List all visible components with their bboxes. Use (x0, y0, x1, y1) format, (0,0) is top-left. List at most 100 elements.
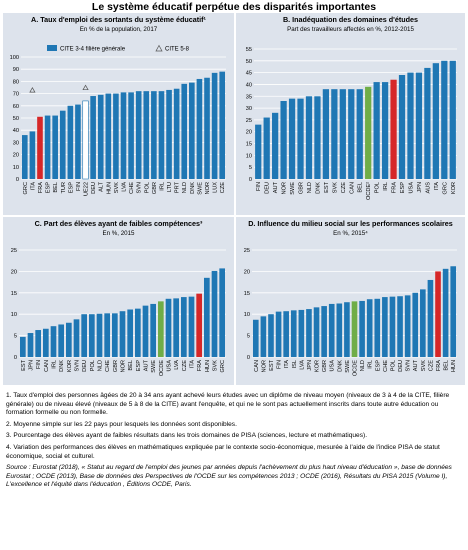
y-tick-label: 0 (249, 177, 252, 183)
chart-title: B. Inadéquation des domaines d'études (283, 15, 418, 24)
x-tick-label: PRT (175, 181, 181, 193)
x-tick-label: DNK (315, 182, 321, 194)
x-tick-label: HUN (451, 360, 457, 372)
x-tick-label: NLD (182, 182, 188, 193)
bar (119, 311, 126, 357)
x-tick-label: SVK (332, 182, 338, 193)
bar (59, 110, 66, 179)
x-tick-label: NOR (205, 182, 211, 194)
x-tick-label: SWE (290, 182, 296, 195)
x-tick-label: FIN (76, 182, 82, 191)
bar (42, 328, 49, 357)
bar (90, 96, 96, 179)
y-tick-label: 30 (13, 140, 19, 146)
x-tick-label: NLD (98, 360, 104, 371)
x-tick-label: SVK (213, 360, 219, 371)
x-tick-label: DEU (82, 360, 88, 372)
bar (427, 279, 434, 357)
bar (150, 303, 157, 357)
x-tick-label: NOR (282, 182, 288, 194)
x-tick-label: CAN (349, 182, 355, 194)
x-tick-label: ITA (434, 182, 440, 191)
x-tick-label: GRC (220, 360, 226, 372)
x-tick-label: GBR (299, 182, 305, 194)
bar (424, 67, 431, 179)
x-tick-label: GRC (442, 182, 448, 194)
y-tick-label: 45 (246, 71, 252, 77)
y-tick-label: 20 (11, 269, 17, 275)
x-tick-label: TUR (61, 182, 67, 194)
x-tick-label: OCDE (159, 360, 165, 376)
x-tick-label: ESP (375, 360, 381, 371)
bar (283, 311, 289, 357)
y-tick-label: 40 (246, 82, 252, 88)
bar (313, 307, 320, 357)
bar (27, 333, 34, 357)
bar (381, 82, 389, 179)
y-tick-label: 5 (249, 165, 252, 171)
x-tick-label: ESP (46, 182, 52, 193)
y-tick-label: 20 (244, 269, 250, 275)
x-tick-label: ALT (99, 181, 105, 191)
bar (359, 300, 365, 357)
cite58-marker (29, 87, 36, 93)
bar (390, 79, 397, 179)
chart-subtitle: En % de la population, 2017 (80, 26, 158, 33)
y-tick-label: 60 (13, 104, 19, 110)
bar (88, 314, 95, 357)
x-tick-label: FIN (277, 360, 283, 369)
bar (328, 303, 335, 357)
x-tick-label: NOR (261, 360, 267, 372)
footnotes: 1. Taux d'emploi des personnes âgées de … (6, 392, 464, 493)
x-tick-label: LVA (174, 360, 180, 370)
bar (348, 89, 355, 179)
x-tick-label: AUT (273, 181, 279, 193)
x-tick-label: EST (269, 359, 275, 370)
x-tick-label: FIN (36, 360, 42, 369)
y-tick-label: 5 (14, 334, 17, 340)
bar (188, 296, 195, 357)
bar (196, 78, 203, 179)
x-tick-label: UE22 (84, 182, 90, 196)
bar (255, 124, 262, 179)
bar (105, 93, 112, 179)
y-tick-label: 20 (13, 153, 19, 159)
x-tick-label: BEL (444, 360, 450, 371)
x-tick-label: POL (90, 360, 96, 371)
chart-subtitle: Part des travailleurs affectés en %, 201… (287, 26, 414, 33)
chart-c: C. Part des élèves ayant de faibles comp… (11, 219, 226, 376)
bar (21, 135, 28, 179)
bar (288, 98, 296, 179)
bar (173, 298, 180, 357)
bar (82, 100, 89, 180)
x-tick-label: GBR (322, 360, 328, 372)
bar (366, 299, 373, 357)
x-tick-label: CHE (105, 360, 111, 372)
x-tick-label: OCDE (353, 360, 359, 376)
y-tick-label: 30 (246, 106, 252, 112)
bar (432, 63, 439, 179)
x-tick-label: ITA (284, 360, 290, 369)
x-tick-label: CZE (341, 182, 347, 193)
x-tick-label: CZE (182, 360, 188, 371)
bar (450, 266, 457, 357)
y-tick-label: 35 (246, 94, 252, 100)
bar (50, 326, 57, 357)
bar (65, 322, 72, 357)
x-tick-label: DNK (337, 360, 343, 372)
y-tick-label: 90 (13, 67, 19, 73)
bar (128, 92, 134, 179)
x-tick-label: SWE (197, 182, 203, 195)
footnote-3: 3. Pourcentage des élèves ayant de faibl… (6, 432, 368, 440)
x-tick-label: SVK (421, 360, 427, 371)
x-tick-label: KOR (315, 360, 321, 372)
bar (331, 89, 338, 179)
bar (373, 82, 380, 179)
x-tick-label: CAN (44, 360, 50, 372)
bar (435, 271, 441, 357)
bar (120, 92, 127, 179)
chart-panel-a: A. Taux d'emploi des sortants du système… (3, 13, 234, 215)
x-tick-label: LTU (167, 182, 173, 192)
x-tick-label: NOR (121, 360, 127, 372)
bar (196, 293, 203, 357)
